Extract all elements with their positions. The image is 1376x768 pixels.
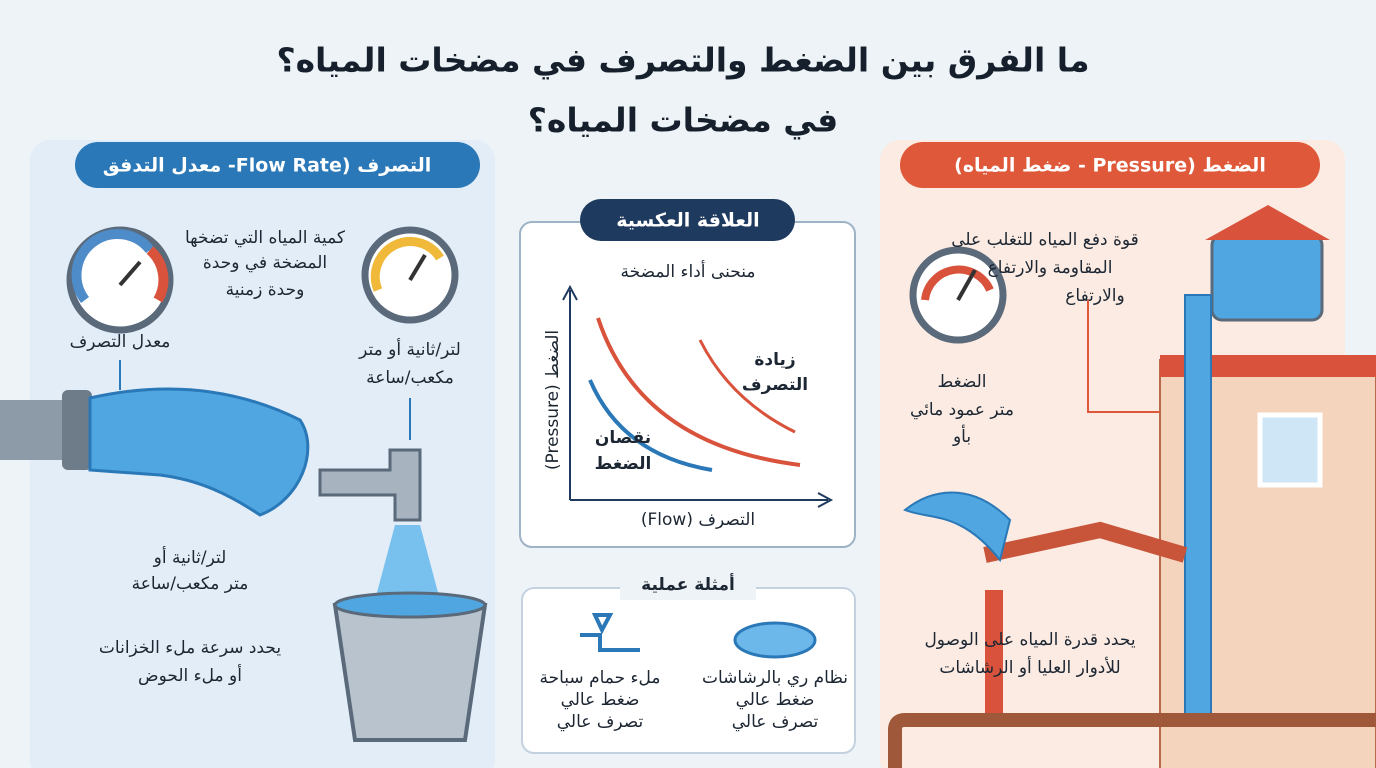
definition: قوة دفع المياه للتغلب على xyxy=(951,230,1139,250)
example-line: تصرف عالي xyxy=(732,712,819,732)
bucket-water xyxy=(333,591,487,619)
water-tank xyxy=(1210,233,1324,322)
units: لتر/ثانية أو xyxy=(153,546,227,568)
definition: والارتفاع xyxy=(1065,286,1125,306)
curve-label: نقصان xyxy=(595,428,651,448)
example-line: تصرف عالي xyxy=(557,712,644,732)
faucet-water xyxy=(375,525,440,600)
purpose: يحدد سرعة ملء الخزانات xyxy=(99,638,281,658)
bucket xyxy=(332,603,488,742)
example-title: نظام ري بالرشاشات xyxy=(702,668,848,688)
gauge-needle xyxy=(408,253,427,282)
panel-header: الضغط (Pressure - ضغط المياه) xyxy=(954,155,1266,177)
axes xyxy=(562,284,834,508)
definition: المضخة في وحدة xyxy=(203,253,327,273)
pressure-curve xyxy=(596,317,801,467)
definition: كمية المياه التي تضخها xyxy=(185,228,346,248)
examples-box: أمثلة عملية نظام ري بالرشاشات ضغط عالي ت… xyxy=(521,572,856,754)
faucet xyxy=(318,448,422,522)
purpose: للأدوار العليا أو الرشاشات xyxy=(939,656,1120,678)
curve-label: الضغط xyxy=(595,454,652,474)
gauge-arc xyxy=(921,265,994,301)
tank-roof xyxy=(1205,205,1330,240)
units: متر مكعب/ساعة xyxy=(132,574,249,594)
purpose: أو ملء الحوض xyxy=(138,664,242,686)
flow-panel: التصرف (Flow Rate- معدل التدفق كمية المي… xyxy=(0,140,495,768)
units: بأو xyxy=(952,424,971,447)
connector xyxy=(1087,300,1160,413)
gauge-label: الضغط xyxy=(938,372,987,392)
roof xyxy=(1160,355,1376,377)
header-bg xyxy=(620,572,756,600)
definition: وحدة زمنية xyxy=(226,280,305,300)
gauge-needle xyxy=(956,269,977,301)
x-axis-label: التصرف (Flow) xyxy=(641,510,755,530)
water-jet xyxy=(903,491,1012,563)
example-line: ضغط عالي xyxy=(561,690,640,710)
window xyxy=(1257,412,1323,488)
units: مكعب/ساعة xyxy=(366,368,454,388)
gauge-arc xyxy=(146,246,169,303)
gauge-arc xyxy=(71,229,154,304)
pool-icon xyxy=(733,621,817,659)
box-header: أمثلة عملية xyxy=(641,573,735,595)
water-stream xyxy=(88,387,310,517)
flow-curve xyxy=(588,379,713,472)
header-pill xyxy=(580,199,795,241)
ground-pipe xyxy=(888,713,1376,768)
units: لتر/ثانية أو متر xyxy=(358,338,461,360)
curve-label: التصرف xyxy=(742,375,808,395)
pipe xyxy=(0,400,70,460)
title: في مضخات المياه؟ xyxy=(528,101,839,140)
y-axis-label: الضغط (Pressure) xyxy=(543,330,563,470)
arrow xyxy=(698,339,796,434)
pipe-flange xyxy=(62,390,92,470)
sprinkler-icon xyxy=(580,613,640,652)
relationship-box: العلاقة العكسية منحنى أداء المضخة الضغط … xyxy=(519,199,856,548)
example-line: ضغط عالي xyxy=(736,690,815,710)
subtitle: منحنى أداء المضخة xyxy=(621,260,756,282)
purpose: يحدد قدرة المياه على الوصول xyxy=(924,630,1135,650)
units: متر عمود مائي xyxy=(910,400,1014,420)
box-header: العلاقة العكسية xyxy=(616,210,759,232)
riser-pipe xyxy=(1184,294,1212,721)
panel-header: التصرف (Flow Rate- معدل التدفق xyxy=(103,155,431,177)
curve-label: زيادة xyxy=(754,350,795,370)
gauge-needle xyxy=(118,260,142,287)
header-pill xyxy=(900,142,1320,188)
gauge-label: معدل التصرف xyxy=(70,332,171,352)
pipe xyxy=(985,590,1003,720)
gauge-arc xyxy=(370,237,444,292)
hose xyxy=(983,521,1188,563)
definition: المقاومة والارتفاع xyxy=(988,258,1113,278)
pressure-panel: الضغط (Pressure - ضغط المياه) قوة دفع ال… xyxy=(880,140,1376,768)
example-title: ملء حمام سباحة xyxy=(539,668,660,688)
header-pill xyxy=(75,142,480,188)
title: ما الفرق بين الضغط والتصرف في مضخات المي… xyxy=(276,41,1089,81)
